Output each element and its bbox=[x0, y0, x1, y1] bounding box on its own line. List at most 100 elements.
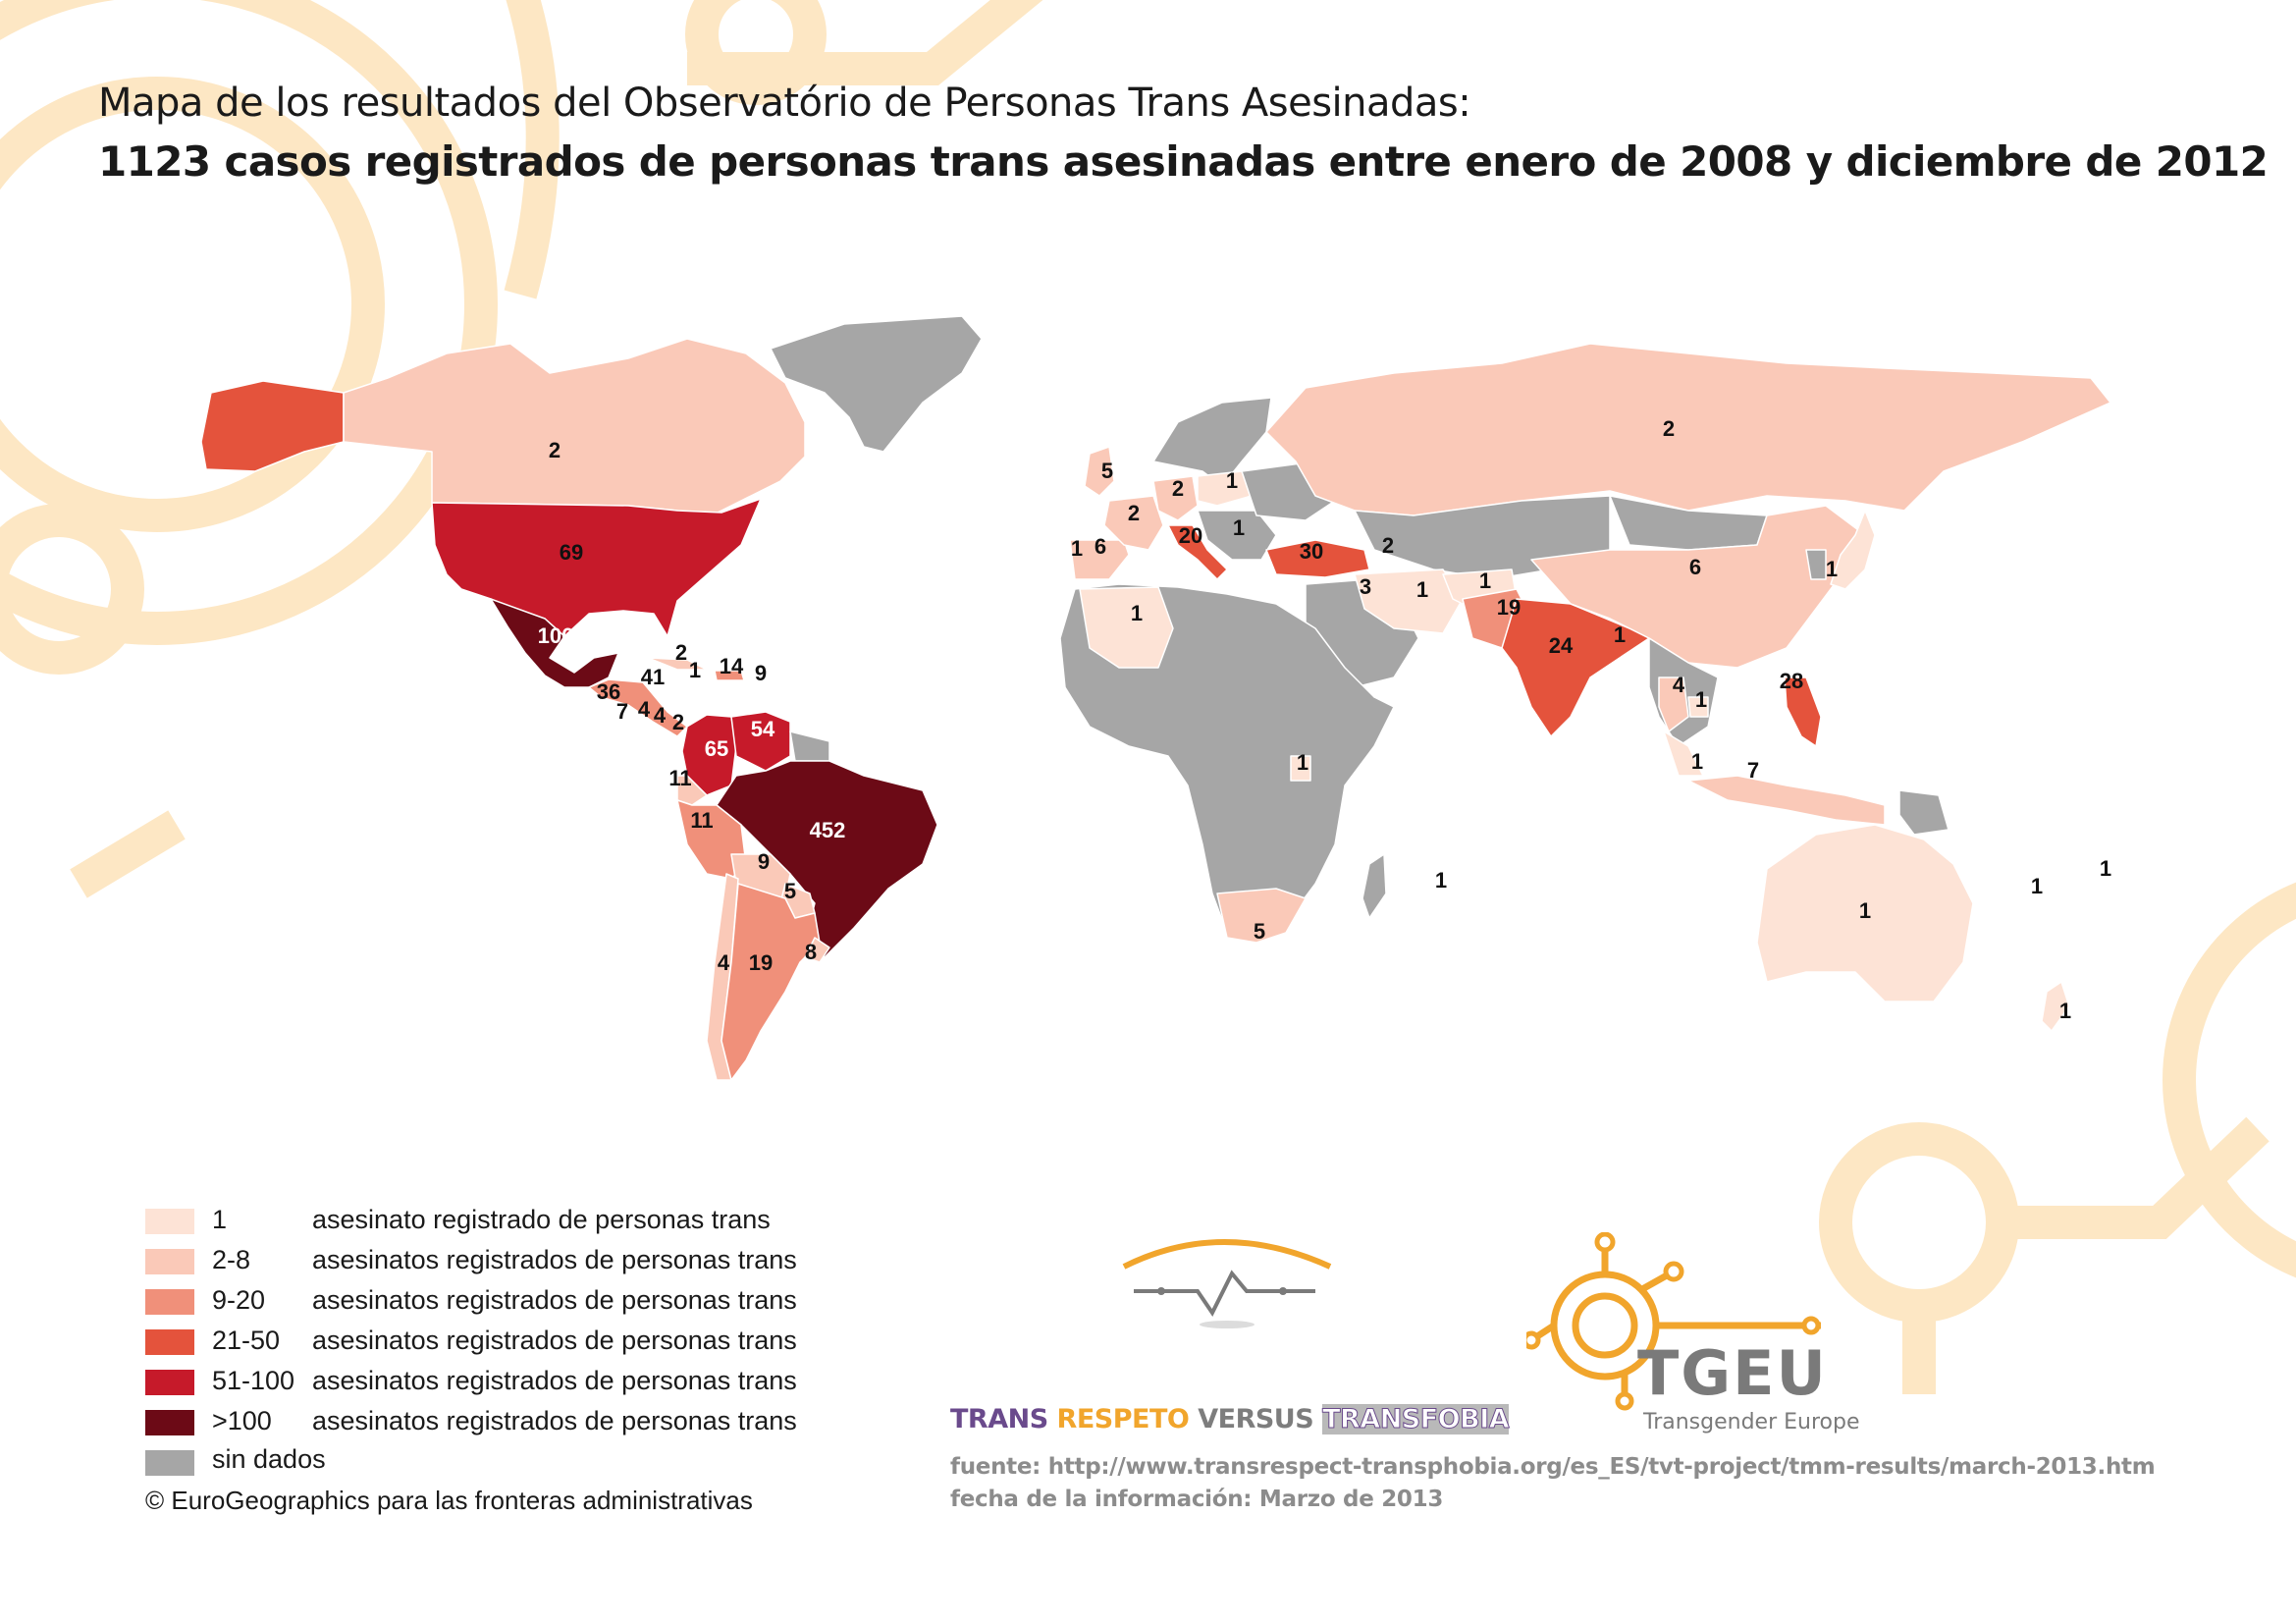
region-iraq-iran bbox=[1354, 568, 1464, 634]
tvt-versus: VERSUS bbox=[1198, 1404, 1323, 1435]
legend-row: 2-8 asesinatos registrados de personas tr… bbox=[145, 1243, 797, 1283]
map-label-mauritius: 1 bbox=[1435, 868, 1447, 893]
region-algeria bbox=[1079, 586, 1174, 669]
legend-description: asesinato registrado de personas trans bbox=[312, 1205, 771, 1234]
legend-row: >100 asesinatos registrados de personas t… bbox=[145, 1404, 797, 1444]
map-label-cambodia: 1 bbox=[1695, 687, 1707, 712]
region-new-zealand bbox=[2041, 981, 2070, 1032]
map-label-brazil: 452 bbox=[810, 818, 846, 842]
map-label-honduras: 41 bbox=[641, 665, 665, 689]
map-label-afghanistan: 1 bbox=[1479, 568, 1491, 593]
map-label-chile: 4 bbox=[718, 950, 730, 975]
map-label-spain: 6 bbox=[1095, 534, 1106, 559]
map-label-philippines: 28 bbox=[1780, 669, 1803, 693]
map-label-italy: 20 bbox=[1179, 523, 1202, 548]
legend-nodata-row: sin dados bbox=[145, 1444, 753, 1480]
tvt-transfobia: TRANSFOBIA bbox=[1322, 1404, 1511, 1435]
map-label-south-africa: 5 bbox=[1254, 919, 1265, 944]
legend-description: asesinatos registrados de personas trans bbox=[312, 1245, 797, 1274]
map-label-france: 2 bbox=[1128, 501, 1140, 525]
legend-swatch bbox=[145, 1410, 194, 1435]
map-label-paraguay: 5 bbox=[784, 879, 796, 903]
map-label-turkey: 30 bbox=[1300, 539, 1323, 564]
map-label-bolivia: 9 bbox=[758, 849, 770, 874]
region-ecuador bbox=[676, 775, 708, 806]
source-url: fuente: http://www.transrespect-transpho… bbox=[950, 1454, 2156, 1480]
region-japan bbox=[1830, 510, 1876, 590]
legend-description: asesinatos registrados de personas trans bbox=[312, 1366, 797, 1395]
legend-range: 21-50 bbox=[212, 1326, 281, 1355]
region-uk bbox=[1084, 446, 1115, 497]
tvt-respeto: RESPETO bbox=[1056, 1404, 1199, 1435]
region-philippines bbox=[1784, 677, 1822, 747]
map-label-jamaica: 1 bbox=[689, 658, 701, 682]
map-label-fiji: 1 bbox=[2100, 856, 2111, 881]
map-label-new-caledonia: 1 bbox=[2031, 874, 2043, 898]
tgeu-logo-icon bbox=[1526, 1232, 1821, 1411]
tgeu-subtitle: Transgender Europe bbox=[1643, 1410, 1860, 1435]
map-label-venezuela: 54 bbox=[751, 717, 775, 741]
legend-nodata-label: sin dados bbox=[212, 1444, 326, 1474]
source-date: fecha de la información: Marzo de 2013 bbox=[950, 1487, 1444, 1512]
map-label-serbia: 1 bbox=[1233, 515, 1245, 540]
region-madagascar bbox=[1362, 853, 1387, 919]
map-title: Mapa de los resultados del Observatório … bbox=[98, 81, 2269, 186]
region-malaysia bbox=[1663, 731, 1704, 777]
map-label-uruguay: 8 bbox=[805, 940, 817, 964]
map-label-dominican-republic: 14 bbox=[720, 654, 744, 678]
map-label-portugal: 1 bbox=[1071, 536, 1083, 561]
map-label-peru: 11 bbox=[690, 808, 713, 833]
map-label-algeria: 1 bbox=[1131, 601, 1143, 625]
legend-swatch bbox=[145, 1209, 194, 1234]
map-label-ecuador: 11 bbox=[668, 766, 691, 790]
region-mexico bbox=[490, 598, 619, 688]
legend-items: 1 asesinato registrado de personas trans 2… bbox=[145, 1203, 797, 1444]
region-italy bbox=[1167, 524, 1228, 580]
map-label-germany: 2 bbox=[1172, 476, 1184, 501]
map-label-colombia: 65 bbox=[705, 736, 728, 761]
map-label-iraq: 3 bbox=[1360, 574, 1371, 599]
map-label-uk: 5 bbox=[1101, 459, 1113, 483]
region-poland bbox=[1197, 470, 1253, 507]
legend-range: 2-8 bbox=[212, 1245, 251, 1274]
map-label-nicaragua: 4 bbox=[638, 697, 651, 722]
legend-row: 9-20 asesinatos registrados de personas t… bbox=[145, 1283, 797, 1324]
tvt-v-logo bbox=[1122, 1239, 1332, 1328]
region-papua bbox=[1898, 789, 1949, 836]
legend-range: 51-100 bbox=[212, 1366, 295, 1395]
legend-range: 9-20 bbox=[212, 1285, 266, 1315]
region-canada bbox=[343, 338, 806, 516]
map-label-azerbaijan: 2 bbox=[1382, 533, 1394, 558]
legend-row: 21-50 asesinatos registrados de personas … bbox=[145, 1324, 797, 1364]
map-label-china: 6 bbox=[1689, 555, 1701, 579]
map-label-guatemala: 36 bbox=[597, 679, 620, 704]
region-turkey bbox=[1265, 539, 1370, 578]
map-label-bangladesh: 1 bbox=[1614, 623, 1626, 647]
legend: 1 asesinato registrado de personas trans 2… bbox=[145, 1203, 797, 1516]
region-cuba bbox=[647, 657, 708, 671]
map-label-malaysia: 1 bbox=[1691, 749, 1703, 774]
legend-row: 1 asesinato registrado de personas trans bbox=[145, 1203, 771, 1243]
tvt-wordmark: TRANS RESPETO VERSUS TRANSFOBIA bbox=[950, 1404, 1511, 1435]
map-label-usa: 69 bbox=[560, 540, 583, 565]
map-label-panama: 2 bbox=[672, 710, 684, 734]
map-label-japan: 1 bbox=[1826, 557, 1838, 581]
region-cambodia bbox=[1687, 696, 1709, 718]
map-label-pakistan: 19 bbox=[1497, 595, 1521, 620]
tgeu-name: TGEU bbox=[1637, 1337, 1828, 1409]
region-argentina bbox=[721, 883, 821, 1081]
legend-description: asesinatos registrados de personas trans bbox=[312, 1285, 797, 1315]
map-label-cuba: 2 bbox=[675, 640, 687, 665]
region-indonesia bbox=[1687, 775, 1886, 826]
map-label-new-zealand: 1 bbox=[2059, 999, 2071, 1023]
region-uruguay bbox=[804, 937, 830, 963]
map-label-uganda: 1 bbox=[1297, 750, 1308, 775]
region-korea bbox=[1805, 549, 1827, 580]
region-china bbox=[1530, 505, 1866, 669]
region-iberia bbox=[1069, 539, 1130, 580]
map-label-poland: 1 bbox=[1226, 468, 1238, 493]
region-brazil bbox=[716, 760, 938, 958]
legend-description: asesinatos registrados de personas trans bbox=[312, 1406, 797, 1435]
